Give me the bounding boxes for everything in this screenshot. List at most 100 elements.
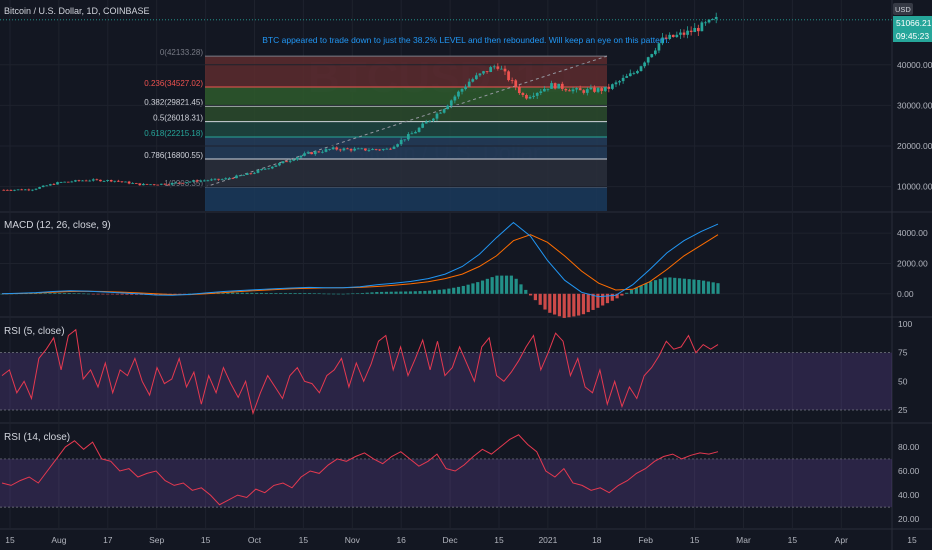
candle-body xyxy=(256,170,260,173)
candle-body xyxy=(682,32,686,35)
candle-body xyxy=(385,148,389,150)
macd-histogram-bar xyxy=(101,293,105,295)
macd-histogram-bar xyxy=(716,283,720,294)
candle-body xyxy=(360,148,364,150)
candle-body xyxy=(177,182,181,184)
candle-body xyxy=(267,168,271,170)
candle-body xyxy=(614,82,618,85)
candle-body xyxy=(704,22,707,24)
x-tick-label: 15 xyxy=(201,535,211,545)
macd-histogram-bar xyxy=(490,277,494,294)
macd-histogram-bar xyxy=(279,293,283,294)
x-tick-label: Mar xyxy=(736,535,751,545)
macd-histogram-bar xyxy=(581,293,586,315)
macd-histogram-bar xyxy=(404,291,408,294)
macd-histogram-bar xyxy=(298,293,302,294)
macd-histogram-bar xyxy=(303,293,307,294)
macd-histogram-bar xyxy=(226,292,230,294)
candle-body xyxy=(500,68,503,70)
candle-body xyxy=(661,37,664,44)
candle-body xyxy=(528,96,532,99)
candle-body xyxy=(582,90,586,93)
candle-body xyxy=(199,180,203,182)
x-tick-label: 15 xyxy=(788,535,798,545)
candle-body xyxy=(131,183,135,184)
macd-histogram-bar xyxy=(668,277,672,294)
candle-body xyxy=(292,159,296,161)
candle-body xyxy=(675,34,679,38)
x-tick-label: Aug xyxy=(51,535,66,545)
candle-body xyxy=(643,62,646,67)
y-tick-label: 60.00 xyxy=(898,466,920,476)
candle-body xyxy=(492,66,496,68)
fib-level-label: 0.382(29821.45) xyxy=(144,98,203,107)
macd-histogram-bar xyxy=(72,293,76,294)
candle-body xyxy=(163,183,167,185)
macd-histogram-bar xyxy=(524,289,528,294)
rsi-line xyxy=(1,434,719,506)
candle-body xyxy=(321,151,324,153)
candle-body xyxy=(224,178,228,180)
macd-histogram-bar xyxy=(106,293,110,295)
candle-body xyxy=(181,182,185,184)
candle-body xyxy=(589,87,593,90)
macd-histogram-bar xyxy=(442,289,446,294)
macd-histogram-bar xyxy=(509,275,513,294)
rsi5-pane-title[interactable]: RSI (5, close) xyxy=(4,326,65,337)
fib-zone xyxy=(205,56,607,88)
macd-histogram-bar xyxy=(288,293,292,294)
candle-body xyxy=(711,18,714,20)
candle-body xyxy=(650,54,654,58)
candle-body xyxy=(485,71,489,73)
macd-histogram-bar xyxy=(380,291,384,294)
macd-histogram-bar xyxy=(48,293,52,294)
macd-histogram-bar xyxy=(34,293,38,294)
y-tick-label: 100 xyxy=(898,319,912,329)
macd-pane-title[interactable]: MACD (12, 26, close, 9) xyxy=(4,220,111,231)
candle-body xyxy=(263,168,267,170)
candles xyxy=(2,12,718,192)
candle-body xyxy=(285,161,288,163)
candle-body xyxy=(206,180,210,182)
candle-body xyxy=(9,190,13,192)
fib-zone xyxy=(205,121,607,138)
candle-body xyxy=(299,155,303,158)
rsi14-pane-title[interactable]: RSI (14, close) xyxy=(4,432,71,443)
macd-histogram-bar xyxy=(91,293,95,295)
macd-histogram-bar xyxy=(346,293,350,295)
candle-body xyxy=(231,178,235,179)
fib-level-label: 0.5(26018.31) xyxy=(153,114,203,123)
macd-histogram-bar xyxy=(495,275,499,294)
macd-histogram-bar xyxy=(548,293,552,313)
candle-body xyxy=(217,178,220,180)
candle-body xyxy=(496,66,500,69)
macd-histogram-bar xyxy=(327,293,331,295)
candle-body xyxy=(270,166,274,169)
candle-body xyxy=(195,180,199,182)
candle-body xyxy=(535,92,539,96)
x-tick-label: 15 xyxy=(494,535,504,545)
candle-body xyxy=(23,189,27,191)
macd-histogram-bar xyxy=(293,293,297,294)
macd-histogram-bar xyxy=(706,281,710,294)
macd-histogram-bar xyxy=(456,286,461,294)
x-tick-label: 15 xyxy=(5,535,15,545)
macd-histogram-bar xyxy=(543,293,547,310)
macd-histogram-bar xyxy=(557,293,562,317)
macd-histogram-bar xyxy=(115,293,119,295)
candle-body xyxy=(260,169,263,171)
macd-histogram-bar xyxy=(331,293,336,295)
candle-body xyxy=(543,88,546,92)
candle-body xyxy=(417,127,421,132)
candle-body xyxy=(560,83,564,89)
macd-histogram-bar xyxy=(245,292,249,294)
macd-histogram-bar xyxy=(701,280,706,294)
macd-histogram xyxy=(0,275,720,318)
x-tick-label: 15 xyxy=(690,535,700,545)
macd-histogram-bar xyxy=(384,291,389,294)
candle-body xyxy=(607,86,611,89)
macd-histogram-bar xyxy=(572,293,576,317)
candle-body xyxy=(81,180,84,182)
macd-histogram-bar xyxy=(658,278,662,294)
